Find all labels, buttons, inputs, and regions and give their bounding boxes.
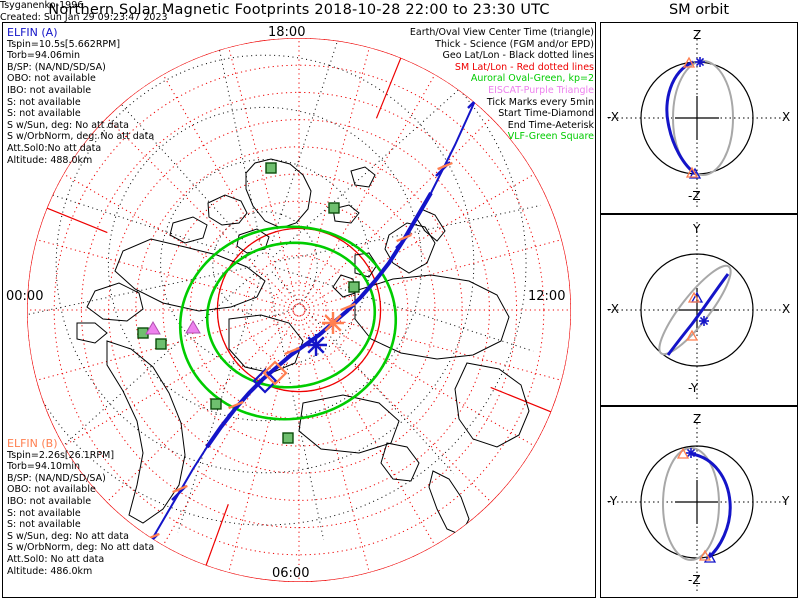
spacecraft-b-line-6: S: not available: [7, 519, 81, 531]
auroral-oval: [178, 225, 398, 421]
spacecraft-tracks: [143, 80, 487, 549]
spacecraft-b-line-0: Tspin=2.26s[26.1RPM]: [7, 449, 115, 461]
spacecraft-a-line-10: Altitude: 488.0km: [7, 154, 93, 166]
spacecraft-b-line-10: Altitude: 486.0km: [7, 565, 93, 577]
legend-item-4: Auroral Oval-Green, kp=2: [470, 73, 594, 85]
spacecraft-b-line-8: S w/OrbNorm, deg: No att data: [7, 542, 155, 554]
legend-item-9: VLF-Green Square: [507, 131, 594, 143]
spacecraft-b-line-2: B/SP: (NA/ND/SD/SA): [7, 472, 106, 484]
sm-orbit-panel-xy: [600, 214, 798, 406]
sm3-axis-label-left: -Y: [607, 494, 618, 508]
spacecraft-a-line-2: B/SP: (NA/ND/SD/SA): [7, 61, 106, 73]
map-panel-frame: [2, 22, 596, 598]
spacecraft-b-line-9: Att.Sol0: No att data: [7, 553, 105, 565]
spacecraft-b-name: ELFIN (B): [7, 437, 58, 450]
page-title: Northern Solar Magnetic Footprints 2018-…: [48, 2, 550, 18]
spacecraft-b-line-4: IBO: not available: [7, 495, 92, 507]
sm1-axis-label-top: Z: [693, 28, 702, 42]
sm3-axis-label-right: Y: [782, 494, 790, 508]
spacecraft-a-line-8: S w/OrbNorm, deg: No att data: [7, 131, 155, 143]
sm-orbit-title: SM orbit: [668, 2, 730, 18]
sm2-axis-label-bottom: -Y: [688, 381, 699, 395]
sm1-axis-label-bottom: -Z: [688, 189, 701, 203]
sm1-axis-label-right: X: [782, 110, 791, 124]
credits-block: Tsyganenko-1996 Created: Sun Jan 29 09:2…: [0, 0, 800, 24]
spacecraft-b-line-7: S w/Sun, deg: No att data: [7, 530, 129, 542]
ground-stations: [137, 162, 360, 444]
spacecraft-a-line-4: IBO: not available: [7, 84, 92, 96]
sm2-axis-label-right: X: [782, 302, 791, 316]
spacecraft-a-line-3: OBO: not available: [7, 73, 96, 85]
mlt-label-left: 00:00: [6, 289, 44, 304]
legend-item-5: EISCAT-Purple Triangle: [488, 84, 594, 96]
legend-item-7: Start Time-Diamond: [498, 108, 594, 120]
mlt-label-top: 18:00: [268, 25, 306, 40]
spacecraft-a-info: ELFIN (A) Tspin=10.5s[5.662RPM] Torb=94.…: [7, 27, 154, 166]
legend-item-1: Thick - Science (FGM and/or EPD): [435, 38, 594, 50]
spacecraft-b-line-1: Torb=94.10min: [7, 461, 81, 473]
sm-orbit-panel-xz: [600, 22, 798, 214]
sm3-axis-label-top: Z: [693, 412, 702, 426]
mlt-label-bottom: 06:00: [272, 566, 310, 581]
spacecraft-a-line-7: S w/Sun, deg: No att data: [7, 119, 129, 131]
legend-item-6: Tick Marks every 5min: [486, 96, 594, 108]
spacecraft-b-line-5: S: not available: [7, 507, 81, 519]
spacecraft-a-line-1: Torb=94.06min: [7, 50, 81, 62]
sm2-axis-label-left: -X: [607, 302, 619, 316]
sm1-axis-label-left: -X: [607, 110, 619, 124]
legend-item-2: Geo Lat/Lon - Black dotted lines: [442, 50, 594, 62]
coastlines: [76, 158, 530, 576]
sm-graticule: [27, 38, 571, 582]
model-name: Tsyganenko-1996: [0, 0, 84, 11]
polar-footprint-map: [27, 38, 571, 582]
map-legend: Earth/Oval View Center Time (triangle) T…: [410, 27, 594, 143]
spacecraft-b-info: ELFIN (B) Tspin=2.26s[26.1RPM] Torb=94.1…: [7, 438, 154, 577]
spacecraft-a-line-5: S: not available: [7, 96, 81, 108]
sm-orbit-plot-xy: [608, 222, 788, 399]
mlt-label-right: 12:00: [528, 289, 566, 304]
spacecraft-a-line-9: Att.Sol0:No att data: [7, 142, 102, 154]
sm2-axis-label-top: Y: [693, 222, 701, 236]
spacecraft-b-line-3: OBO: not available: [7, 484, 96, 496]
spacecraft-a-name: ELFIN (A): [7, 26, 58, 39]
created-timestamp: Created: Sun Jan 29 09:23:47 2023: [0, 12, 168, 23]
sm-orbit-plot-xz: [608, 30, 788, 207]
spacecraft-a-line-0: Tspin=10.5s[5.662RPM]: [7, 38, 121, 50]
sm-orbit-plot-yz: [608, 414, 788, 591]
legend-item-0: Earth/Oval View Center Time (triangle): [409, 27, 594, 38]
legend-item-3: SM Lat/Lon - Red dotted lines: [454, 61, 594, 73]
legend-item-8: End Time-Aeterisk: [507, 119, 594, 131]
sm3-axis-label-bottom: -Z: [688, 573, 701, 587]
spacecraft-a-line-6: S: not available: [7, 108, 81, 120]
sm-orbit-panel-yz: [600, 406, 798, 598]
